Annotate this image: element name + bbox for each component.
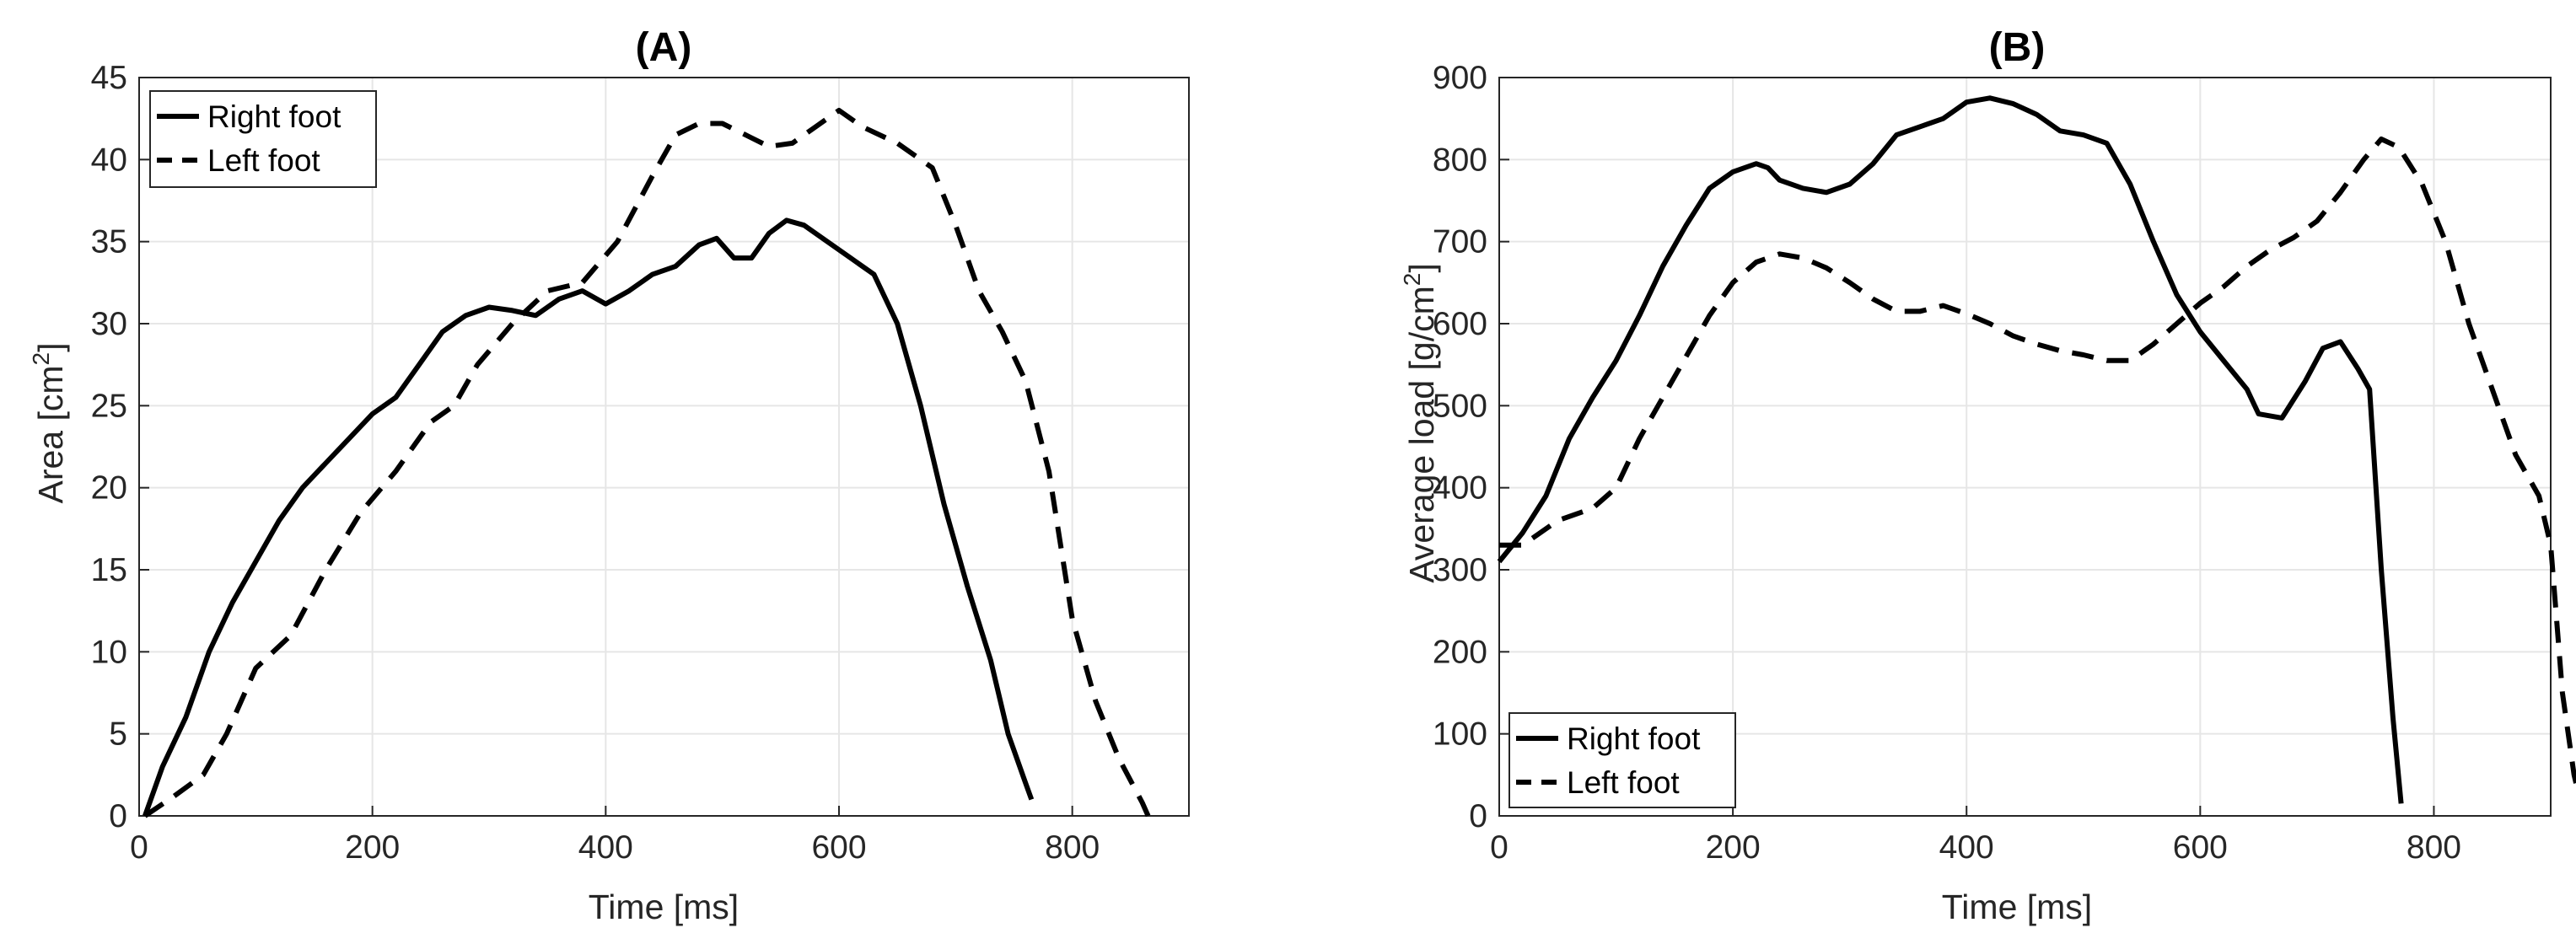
y-axis-label-b: Average load [g/cm2] (1399, 263, 1441, 583)
x-tick-label: 200 (1706, 829, 1761, 866)
y-tick-label: 700 (1433, 224, 1487, 260)
series-line-right-foot (1497, 95, 2404, 804)
y-axis-label-b-main: Average load [g/cm (1402, 286, 1441, 583)
y-tick-label: 5 (109, 716, 127, 753)
y-tick-label: 300 (1433, 552, 1487, 588)
y-tick-label: 20 (91, 470, 127, 507)
legend-box (1508, 712, 1736, 808)
y-ticks-b: 0 100 200 300 400 500 600 700 800 900 (1433, 60, 1509, 834)
legend-label: Right foot (1567, 721, 1701, 756)
x-tick-label: 400 (1939, 829, 1994, 866)
y-axis-label-a-main: Area [cm (31, 365, 70, 503)
x-tick-label: 800 (2407, 829, 2461, 866)
x-tick-label: 400 (578, 829, 633, 866)
series-line-right-foot (143, 217, 1035, 818)
y-tick-label: 30 (91, 306, 127, 342)
y-tick-label: 35 (91, 224, 127, 260)
y-tick-label: 45 (91, 60, 127, 96)
series-line-left-foot (143, 107, 1151, 818)
x-tick-label: 0 (1490, 829, 1508, 866)
series-line-left-foot (1499, 137, 2576, 795)
y-tick-label: 0 (1469, 798, 1487, 834)
panel-a: (A) 0 200 400 600 800 0 5 10 15 20 25 30 35 40 45 Tim… (28, 25, 1190, 926)
y-axis-label-b-tail: ] (1402, 263, 1441, 272)
y-axis-label-a-tail: ] (31, 342, 70, 351)
series-b (1497, 95, 2576, 804)
legend-a: Right foot Left foot (149, 90, 377, 188)
y-tick-label: 40 (91, 142, 127, 178)
y-axis-label-a: Area [cm2] (28, 342, 70, 503)
y-tick-label: 0 (109, 798, 127, 834)
y-tick-label: 400 (1433, 470, 1487, 507)
x-ticks-b: 0 200 400 600 800 (1490, 806, 2461, 866)
y-tick-label: 900 (1433, 60, 1487, 96)
legend-box (149, 90, 377, 188)
x-tick-label: 600 (811, 829, 866, 866)
y-tick-label: 200 (1433, 634, 1487, 670)
legend-label: Right foot (207, 99, 341, 134)
y-axis-label-a-sup: 2 (28, 352, 54, 366)
chart-title-a: (A) (636, 25, 692, 70)
y-axis-label-b-sup: 2 (1399, 273, 1425, 287)
x-tick-label: 800 (1045, 829, 1100, 866)
y-tick-label: 800 (1433, 142, 1487, 178)
legend-label: Left foot (1567, 765, 1680, 800)
x-tick-label: 0 (130, 829, 148, 866)
y-tick-label: 10 (91, 634, 127, 670)
y-tick-label: 25 (91, 388, 127, 424)
x-axis-label-b: Time [ms] (1942, 888, 2092, 926)
y-tick-label: 600 (1433, 306, 1487, 342)
legend-b: Right foot Left foot (1508, 712, 1736, 808)
chart-title-b: (B) (1989, 25, 2046, 70)
x-axis-label-a: Time [ms] (589, 888, 739, 926)
series-a (143, 107, 1151, 818)
axes-box-a (138, 77, 1190, 817)
x-tick-label: 600 (2173, 829, 2228, 866)
y-tick-label: 15 (91, 552, 127, 588)
y-tick-label: 500 (1433, 388, 1487, 424)
panel-b: (B) 0 200 400 600 800 0 100 200 300 400 500 600 700… (1399, 25, 2576, 926)
x-tick-label: 200 (345, 829, 400, 866)
axes-box-b (1498, 77, 2552, 817)
legend-label: Left foot (207, 143, 320, 178)
x-ticks-a: 0 200 400 600 800 (130, 806, 1100, 866)
y-ticks-a: 0 5 10 15 20 25 30 35 40 45 (91, 60, 149, 834)
y-tick-label: 100 (1433, 716, 1487, 753)
